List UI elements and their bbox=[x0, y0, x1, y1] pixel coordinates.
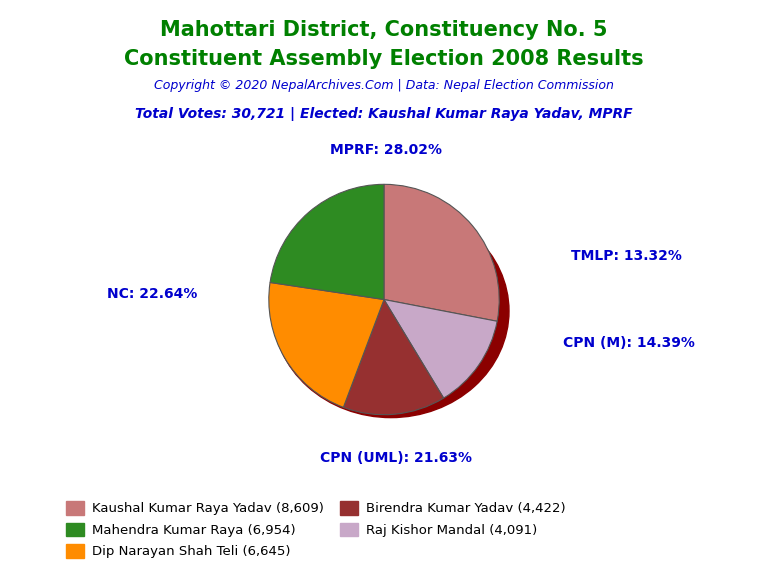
Wedge shape bbox=[384, 184, 499, 321]
Text: NC: 22.64%: NC: 22.64% bbox=[107, 287, 197, 301]
Legend: Kaushal Kumar Raya Yadav (8,609), Mahendra Kumar Raya (6,954), Dip Narayan Shah : Kaushal Kumar Raya Yadav (8,609), Mahend… bbox=[61, 496, 571, 564]
Text: MPRF: 28.02%: MPRF: 28.02% bbox=[330, 143, 442, 157]
Text: CPN (UML): 21.63%: CPN (UML): 21.63% bbox=[319, 452, 472, 465]
Text: TMLP: 13.32%: TMLP: 13.32% bbox=[571, 249, 681, 263]
Text: Total Votes: 30,721 | Elected: Kaushal Kumar Raya Yadav, MPRF: Total Votes: 30,721 | Elected: Kaushal K… bbox=[135, 107, 633, 120]
Ellipse shape bbox=[273, 204, 509, 418]
Wedge shape bbox=[270, 184, 384, 300]
Wedge shape bbox=[269, 282, 384, 407]
Text: CPN (M): 14.39%: CPN (M): 14.39% bbox=[562, 336, 694, 350]
Wedge shape bbox=[384, 300, 497, 398]
Text: Mahottari District, Constituency No. 5: Mahottari District, Constituency No. 5 bbox=[161, 20, 607, 40]
Wedge shape bbox=[343, 300, 444, 415]
Text: Copyright © 2020 NepalArchives.Com | Data: Nepal Election Commission: Copyright © 2020 NepalArchives.Com | Dat… bbox=[154, 79, 614, 93]
Text: Constituent Assembly Election 2008 Results: Constituent Assembly Election 2008 Resul… bbox=[124, 49, 644, 69]
